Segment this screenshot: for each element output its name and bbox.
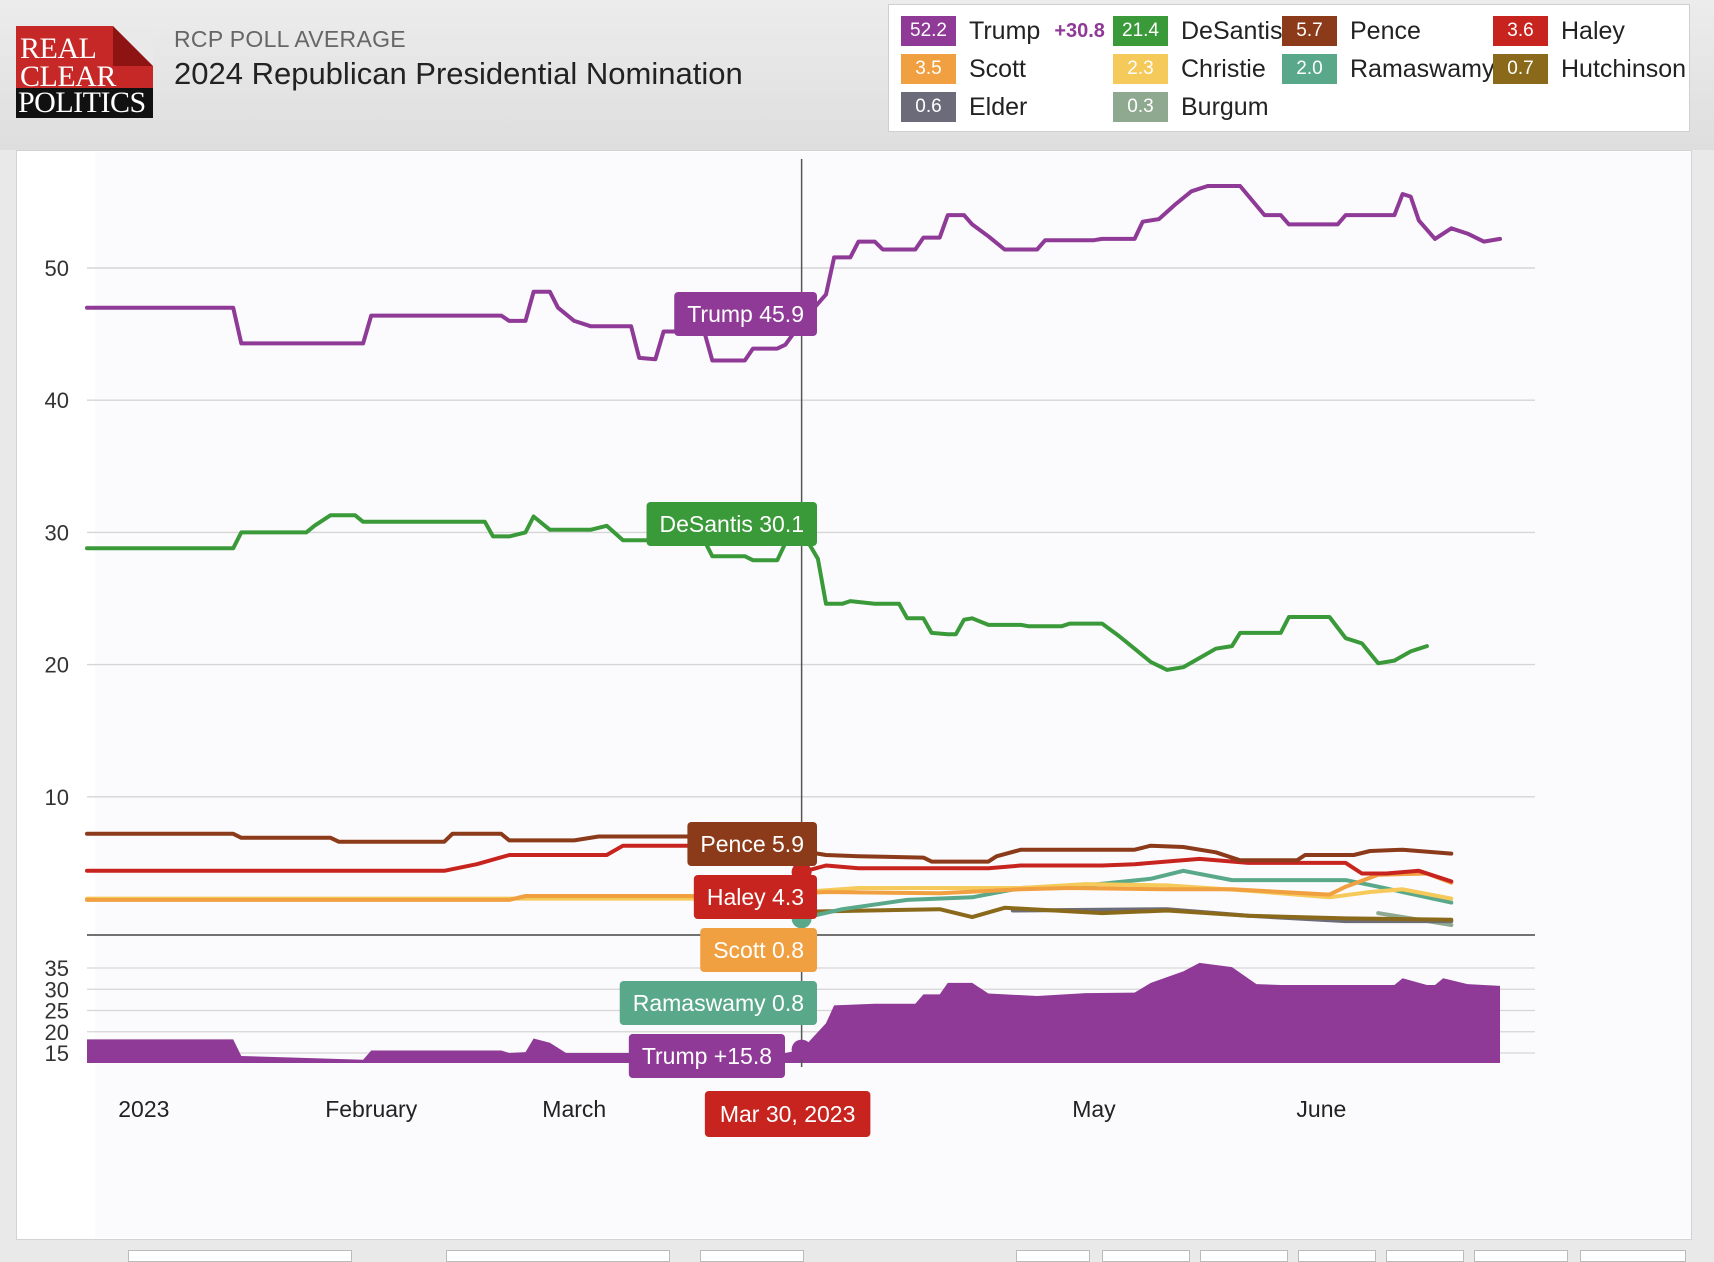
range-button[interactable] [1474,1250,1568,1262]
legend-item-trump[interactable]: 52.2 Trump +30.8 [901,15,1105,47]
logo-word-3: POLITICS [16,88,153,118]
logo-word-2: CLEAR [20,60,116,93]
rcp-logo[interactable]: REAL CLEAR POLITICS [16,26,153,118]
x-tick-label: February [325,1096,418,1122]
series-line-scott[interactable] [85,871,1454,902]
spread-y-tick-label: 35 [45,956,69,981]
chart-panel: 10 20 30 40 50 15 20 25 30 35 Trump 45.9 DeSantis… [16,150,1692,1240]
spread-y-tick-label: 15 [45,1041,69,1066]
range-button[interactable] [1102,1250,1190,1262]
marker-trump-spread [791,1039,812,1060]
tooltip-pence: Pence 5.9 [687,822,817,866]
legend-badge: 3.5 [901,54,956,84]
trump-spread-area[interactable] [87,962,1500,1063]
x-tick-label: June [1296,1096,1346,1122]
y-tick-label: 20 [45,653,69,678]
series-line-pence[interactable] [85,831,1454,864]
tooltip-text: Pence 5.9 [700,831,804,857]
spread-y-tick-label: 25 [45,999,69,1024]
date-range-end-input[interactable] [446,1250,670,1262]
tooltip-desantis: DeSantis 30.1 [646,502,817,546]
series-line-trump[interactable] [85,184,1502,363]
tooltip-text: Ramaswamy 0.8 [633,990,804,1016]
tooltip-box [693,875,817,919]
range-button[interactable] [1580,1250,1686,1262]
spread-y-tick-label: 20 [45,1020,69,1045]
tooltip-box [674,292,817,336]
y-tick-label: 50 [45,256,69,281]
crosshair-date-label: Mar 30, 2023 [704,1091,871,1137]
series-line-haley[interactable] [85,843,1454,884]
legend-name: Christie [1181,54,1266,83]
legend-item-christie[interactable]: 2.3 Christie [1113,53,1266,85]
candidate-legend: 52.2 Trump +30.8 21.4 DeSantis 5.7 Pence… [888,4,1690,132]
legend-item-ramaswamy[interactable]: 2.0 Ramaswamy [1282,53,1494,85]
legend-item-haley[interactable]: 3.6 Haley [1493,15,1625,47]
range-button[interactable] [700,1250,804,1262]
date-range-start-input[interactable] [128,1250,352,1262]
tooltip-box [628,1034,785,1078]
tooltip-box [619,981,817,1025]
y-tick-label: 10 [45,785,69,810]
legend-badge: 2.0 [1282,54,1337,84]
y-tick-label: 40 [45,388,69,413]
legend-item-elder[interactable]: 0.6 Elder [901,91,1027,123]
crosshair-date-text: Mar 30, 2023 [720,1101,856,1127]
poll-average-label: RCP POLL AVERAGE [174,26,406,52]
range-button[interactable] [1016,1250,1090,1262]
crosshair-date-box [704,1091,871,1137]
legend-item-desantis[interactable]: 21.4 DeSantis [1113,15,1282,47]
tooltip-text: Trump +15.8 [642,1043,772,1069]
page-title: 2024 Republican Presidential Nomination [174,56,743,91]
header: REAL CLEAR POLITICS RCP POLL AVERAGE 202… [0,0,1714,150]
legend-badge: 0.3 [1113,92,1168,122]
tooltip-scott: Scott 0.8 [700,928,817,972]
legend-item-pence[interactable]: 5.7 Pence [1282,15,1421,47]
tooltip-box [646,502,817,546]
legend-name: Burgum [1181,92,1269,121]
legend-badge: 3.6 [1493,16,1548,46]
legend-name: Ramaswamy [1350,54,1495,83]
legend-badge: 52.2 [901,16,956,46]
tooltip-trump: Trump 45.9 [674,292,817,336]
legend-name: Elder [969,92,1028,121]
legend-badge: 0.6 [901,92,956,122]
y-tick-label: 30 [45,520,69,545]
legend-badge: 5.7 [1282,16,1337,46]
legend-name: DeSantis [1181,16,1283,45]
series-line-hutchinson[interactable] [799,905,1454,922]
range-button[interactable] [1386,1250,1464,1262]
tooltip-text: Scott 0.8 [713,937,804,963]
tooltip-trump-spread: Trump +15.8 [628,1034,785,1078]
legend-item-burgum[interactable]: 0.3 Burgum [1113,91,1269,123]
range-button[interactable] [1298,1250,1376,1262]
x-tick-label: 2023 [118,1096,169,1122]
legend-item-scott[interactable]: 3.5 Scott [901,53,1026,85]
legend-spread: +30.8 [1054,19,1105,42]
tooltip-text: Trump 45.9 [687,301,804,327]
tooltip-box [700,928,817,972]
legend-item-hutchinson[interactable]: 0.7 Hutchinson [1493,53,1686,85]
legend-badge: 21.4 [1113,16,1168,46]
legend-name: Scott [969,54,1026,83]
legend-badge: 0.7 [1493,54,1548,84]
tooltip-ramaswamy: Ramaswamy 0.8 [619,981,817,1025]
tooltip-haley: Haley 4.3 [693,875,817,919]
legend-name: Haley [1561,16,1625,45]
range-button[interactable] [1200,1250,1288,1262]
legend-name: Trump [969,16,1041,45]
spread-y-tick-label: 30 [45,977,69,1002]
x-tick-label: May [1072,1096,1116,1122]
tooltip-text: Haley 4.3 [707,884,804,910]
legend-name: Pence [1350,16,1421,45]
tooltip-text: DeSantis 30.1 [660,511,804,537]
legend-badge: 2.3 [1113,54,1168,84]
legend-name: Hutchinson [1561,54,1687,83]
series-line-desantis[interactable] [85,513,1429,672]
tooltip-box [687,822,817,866]
x-tick-label: March [542,1096,606,1122]
logo-word-1: REAL [20,32,97,65]
